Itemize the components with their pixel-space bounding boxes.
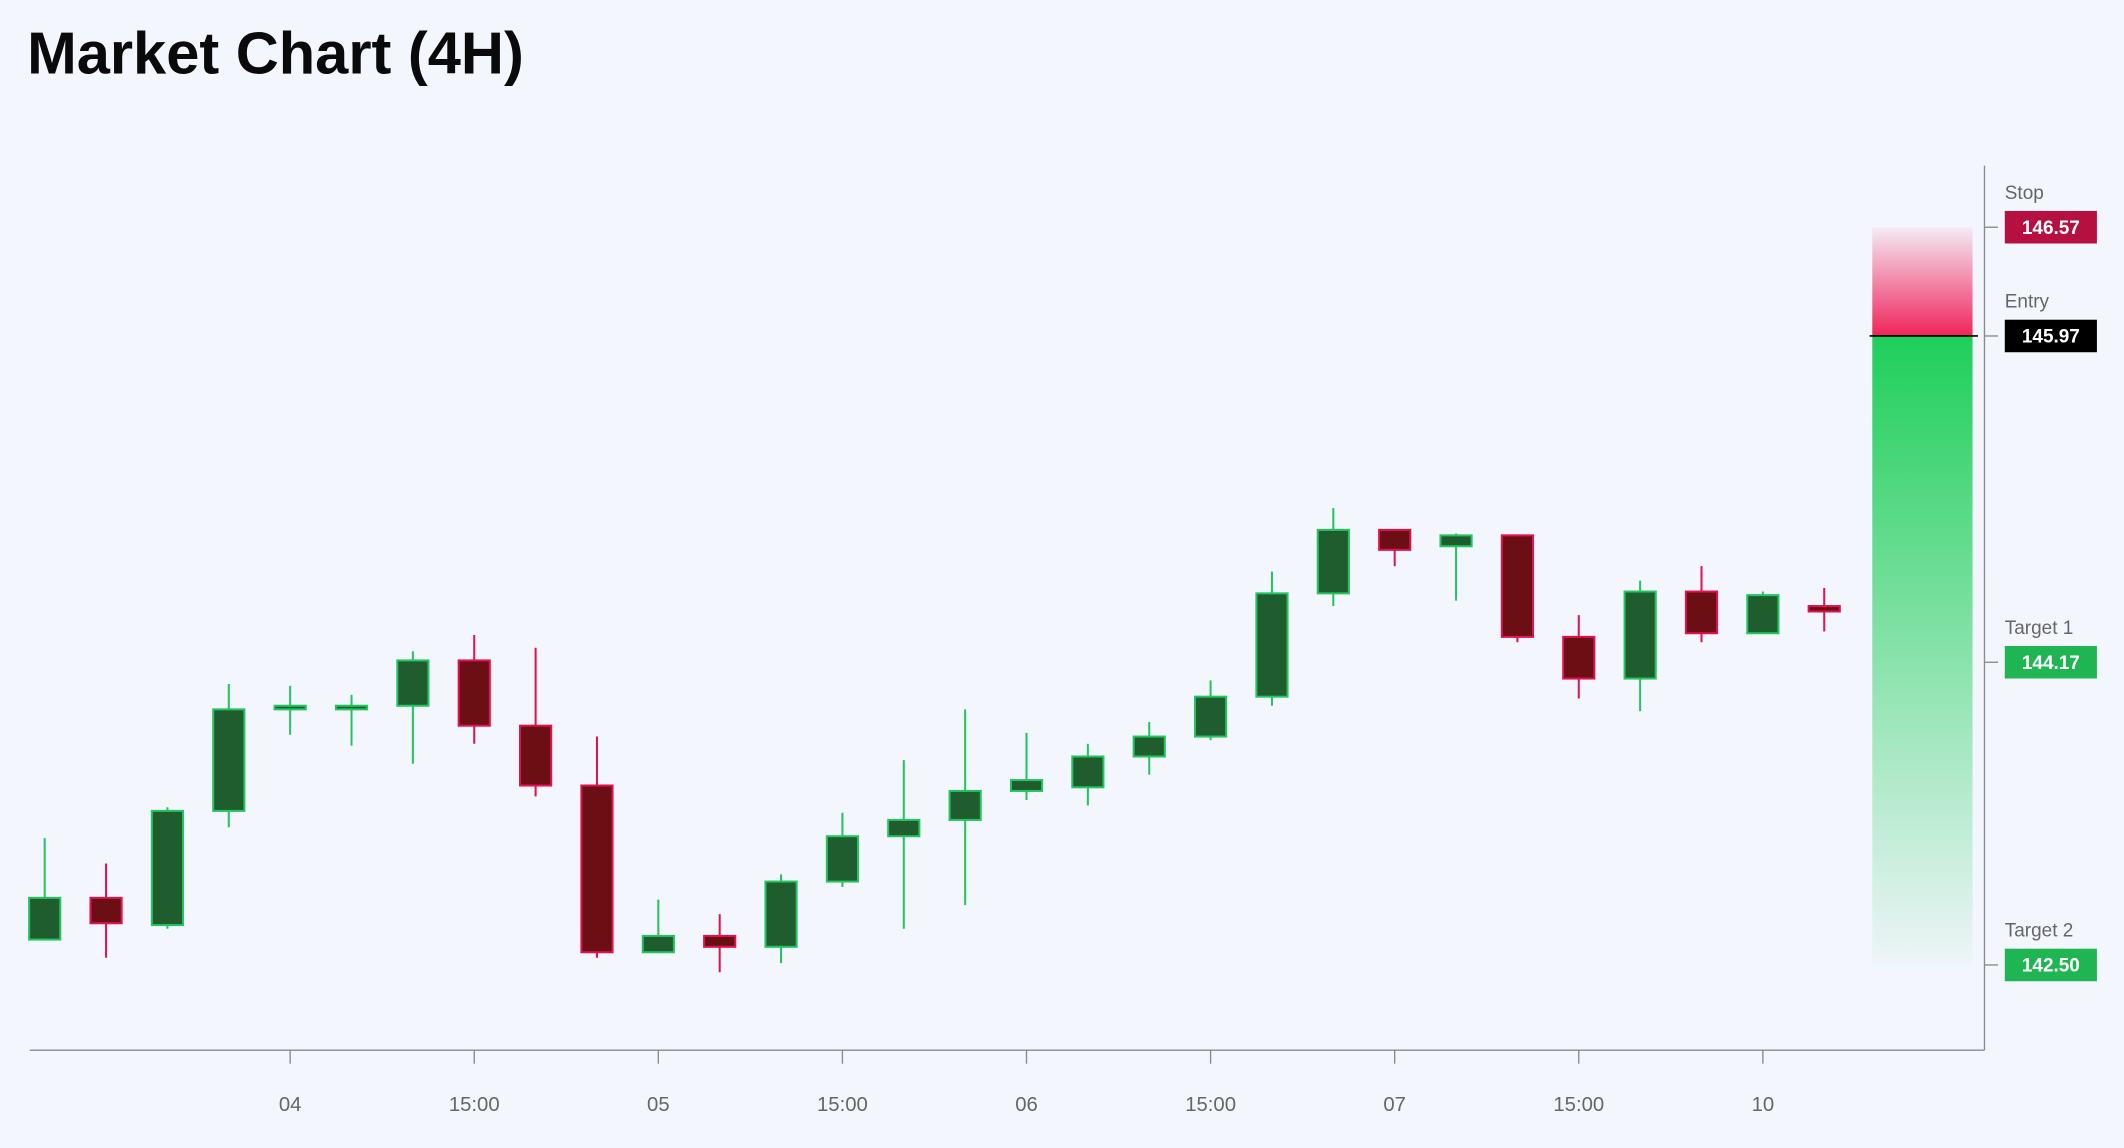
x-tick-label: 05 bbox=[647, 1094, 670, 1116]
x-tick-label: 10 bbox=[1752, 1094, 1775, 1116]
candle-body bbox=[641, 934, 675, 954]
level-name: Target 2 bbox=[2005, 921, 2073, 942]
candle-body bbox=[150, 809, 185, 927]
candle-body bbox=[1132, 735, 1166, 758]
candle-body bbox=[1500, 534, 1535, 638]
candle-body bbox=[1684, 590, 1719, 635]
candle-body bbox=[1439, 534, 1473, 548]
candle-body bbox=[212, 708, 246, 812]
candle-body bbox=[1194, 695, 1228, 738]
candle-body bbox=[396, 659, 430, 707]
level-badge bbox=[2004, 319, 2097, 353]
candle-body bbox=[334, 704, 369, 711]
candle-body bbox=[89, 896, 123, 925]
candle-body bbox=[703, 934, 737, 948]
x-tick-label: 06 bbox=[1015, 1094, 1038, 1116]
level-badge bbox=[2004, 948, 2097, 982]
level-name: Stop bbox=[2005, 183, 2044, 204]
candle-body bbox=[1807, 605, 1841, 613]
chart-title: Market Chart (4H) bbox=[27, 19, 524, 86]
candle-body bbox=[887, 818, 921, 838]
level-label: 142.50 bbox=[2022, 956, 2080, 977]
x-tick-label: 15:00 bbox=[1185, 1094, 1236, 1116]
x-tick-label: 07 bbox=[1383, 1094, 1406, 1116]
x-tick-label: 04 bbox=[279, 1094, 302, 1116]
candle-body bbox=[1009, 779, 1044, 792]
candle-body bbox=[28, 896, 62, 941]
candle-body bbox=[1378, 528, 1412, 551]
level-name: Target 1 bbox=[2005, 618, 2073, 639]
risk-zone bbox=[1872, 227, 1973, 336]
candle-body bbox=[1562, 635, 1596, 680]
candle-body bbox=[1746, 594, 1780, 635]
candle-body bbox=[1316, 528, 1350, 595]
x-tick-label: 15:00 bbox=[449, 1094, 500, 1116]
candle-body bbox=[764, 880, 798, 948]
candle-body bbox=[1255, 592, 1289, 698]
candle-body bbox=[1071, 755, 1105, 789]
candle-body bbox=[948, 789, 982, 821]
candle-body bbox=[825, 835, 860, 883]
level-badge bbox=[2004, 645, 2097, 679]
level-name: Entry bbox=[2005, 292, 2050, 313]
level-label: 145.97 bbox=[2022, 327, 2080, 348]
candle-body bbox=[457, 659, 491, 727]
level-badge bbox=[2004, 210, 2097, 244]
x-tick-label: 15:00 bbox=[1553, 1094, 1604, 1116]
candle-body bbox=[519, 724, 553, 787]
reward-zone bbox=[1872, 335, 1973, 965]
candle-body bbox=[273, 704, 307, 711]
level-label: 146.57 bbox=[2022, 218, 2080, 239]
candle-body bbox=[580, 784, 614, 954]
x-tick-label: 15:00 bbox=[817, 1094, 868, 1116]
level-label: 144.17 bbox=[2022, 653, 2080, 674]
candle-body bbox=[1623, 590, 1657, 680]
